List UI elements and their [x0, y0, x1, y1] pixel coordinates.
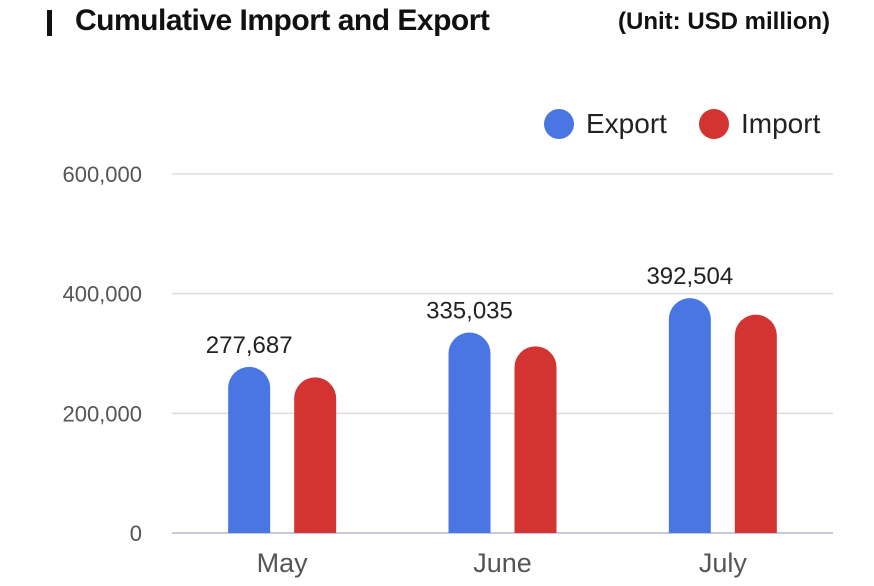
legend-swatch-import: [699, 109, 729, 139]
bar-import: [294, 377, 337, 533]
y-tick-label: 600,000: [62, 162, 142, 187]
x-category-label: June: [473, 548, 532, 578]
data-label-export: 277,687: [206, 332, 293, 359]
data-label-export: 392,504: [646, 263, 733, 290]
x-category-label: July: [699, 548, 748, 578]
legend-label-import: Import: [741, 108, 821, 139]
bar-import: [514, 346, 557, 533]
bar-export: [668, 298, 711, 533]
legend-label-export: Export: [586, 108, 667, 139]
bar-import: [734, 314, 777, 533]
y-tick-label: 400,000: [62, 282, 142, 307]
y-tick-label: 200,000: [62, 401, 142, 426]
data-label-export: 335,035: [426, 298, 513, 325]
bar-export: [228, 366, 271, 533]
legend-item-import: Import: [699, 106, 820, 142]
bar-export: [448, 332, 491, 533]
x-category-label: May: [257, 548, 309, 578]
title-accent-bar: [47, 10, 52, 36]
legend-swatch-export: [544, 109, 574, 139]
legend-item-export: Export: [544, 106, 667, 142]
y-tick-label: 0: [130, 521, 142, 546]
chart-title: Cumulative Import and Export: [75, 4, 490, 37]
unit-label: (Unit: USD million): [618, 8, 830, 35]
